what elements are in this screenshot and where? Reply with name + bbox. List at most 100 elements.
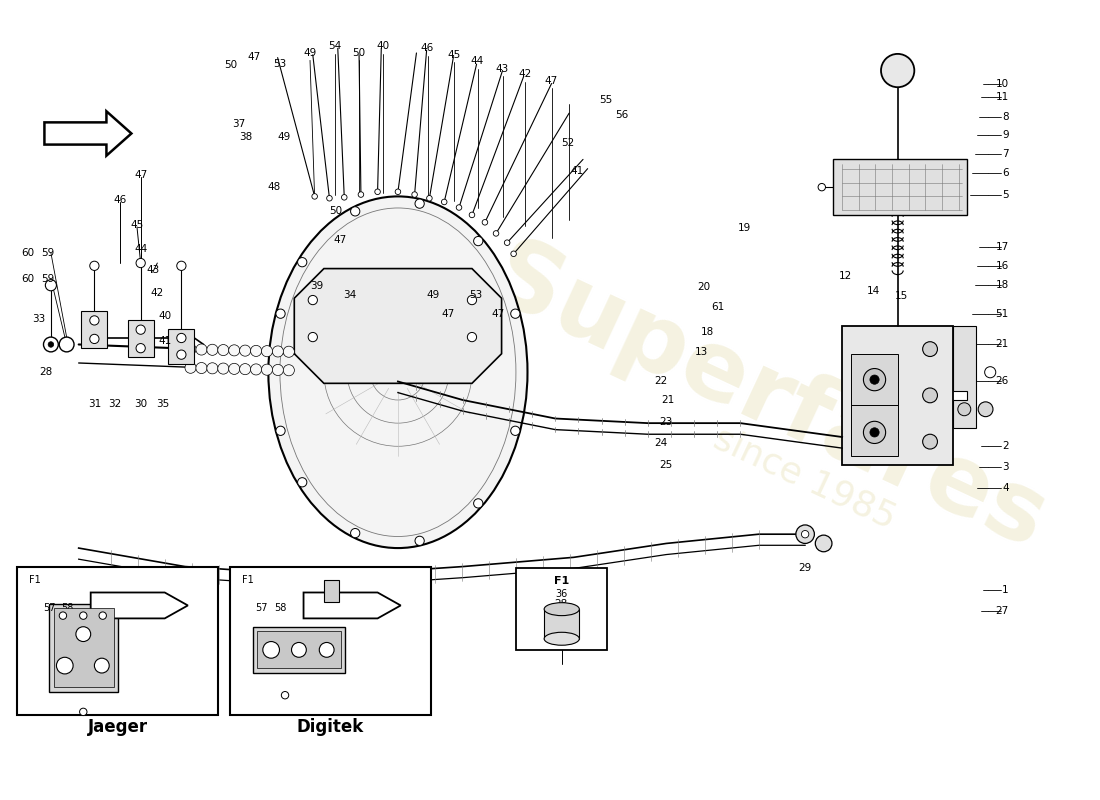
Text: 39: 39 bbox=[310, 281, 323, 291]
Bar bbox=[843, 326, 954, 465]
Circle shape bbox=[262, 346, 273, 357]
Bar bbox=[833, 159, 967, 215]
Text: 58: 58 bbox=[274, 603, 287, 614]
Text: 47: 47 bbox=[248, 52, 261, 62]
Text: 27: 27 bbox=[996, 606, 1009, 616]
Text: 55: 55 bbox=[600, 95, 613, 105]
Circle shape bbox=[359, 192, 364, 198]
Text: 48: 48 bbox=[267, 182, 280, 192]
Circle shape bbox=[218, 345, 229, 356]
Circle shape bbox=[276, 426, 285, 435]
Text: 52: 52 bbox=[562, 138, 575, 148]
Text: 42: 42 bbox=[151, 288, 164, 298]
Polygon shape bbox=[44, 111, 131, 156]
Text: 2: 2 bbox=[1002, 442, 1009, 451]
Circle shape bbox=[470, 212, 475, 218]
Text: 1: 1 bbox=[1002, 585, 1009, 594]
Circle shape bbox=[802, 530, 808, 538]
Circle shape bbox=[76, 626, 90, 642]
Text: 30: 30 bbox=[134, 398, 147, 409]
Circle shape bbox=[298, 478, 307, 487]
Polygon shape bbox=[295, 269, 502, 383]
Text: 43: 43 bbox=[496, 64, 509, 74]
Text: 47: 47 bbox=[492, 309, 505, 319]
Circle shape bbox=[308, 333, 318, 342]
Circle shape bbox=[90, 316, 99, 325]
Circle shape bbox=[298, 258, 307, 267]
Circle shape bbox=[923, 388, 937, 402]
Text: 49: 49 bbox=[277, 132, 290, 142]
Circle shape bbox=[984, 366, 996, 378]
Circle shape bbox=[505, 240, 510, 246]
Text: 41: 41 bbox=[571, 166, 584, 177]
Text: 40: 40 bbox=[158, 310, 172, 321]
Circle shape bbox=[45, 280, 56, 290]
Bar bbox=[81, 311, 108, 348]
Circle shape bbox=[90, 334, 99, 343]
Text: 36: 36 bbox=[556, 590, 568, 599]
Text: 59: 59 bbox=[42, 274, 55, 284]
Text: 47: 47 bbox=[134, 170, 147, 180]
Bar bbox=[257, 631, 341, 668]
Circle shape bbox=[273, 346, 284, 357]
Text: 22: 22 bbox=[654, 377, 668, 386]
Text: 45: 45 bbox=[130, 220, 144, 230]
Circle shape bbox=[510, 309, 520, 318]
Circle shape bbox=[923, 342, 937, 357]
Text: 3: 3 bbox=[1002, 462, 1009, 472]
Bar bbox=[128, 321, 154, 358]
Bar bbox=[168, 329, 195, 364]
Bar bbox=[253, 626, 345, 673]
Circle shape bbox=[276, 309, 285, 318]
Text: 33: 33 bbox=[32, 314, 45, 323]
Circle shape bbox=[351, 529, 360, 538]
Bar bbox=[851, 400, 898, 455]
Circle shape bbox=[308, 295, 318, 305]
Text: 34: 34 bbox=[343, 290, 356, 301]
Text: 4: 4 bbox=[1002, 483, 1009, 493]
Text: 51: 51 bbox=[996, 309, 1009, 319]
Text: 25: 25 bbox=[660, 460, 673, 470]
Circle shape bbox=[456, 205, 462, 210]
Bar bbox=[544, 609, 580, 638]
Text: F1: F1 bbox=[242, 575, 254, 586]
Circle shape bbox=[327, 195, 332, 201]
Text: 7: 7 bbox=[1002, 149, 1009, 159]
Text: 40: 40 bbox=[376, 42, 389, 51]
Text: 35: 35 bbox=[156, 398, 169, 409]
Text: 32: 32 bbox=[108, 398, 121, 409]
Circle shape bbox=[474, 498, 483, 508]
Text: 31: 31 bbox=[88, 398, 101, 409]
Text: 46: 46 bbox=[421, 43, 434, 54]
Text: 13: 13 bbox=[695, 347, 708, 357]
Circle shape bbox=[240, 363, 251, 374]
Circle shape bbox=[351, 206, 360, 216]
Text: 57: 57 bbox=[255, 603, 268, 614]
Circle shape bbox=[263, 642, 279, 658]
Text: 10: 10 bbox=[996, 78, 1009, 89]
Text: 26: 26 bbox=[996, 375, 1009, 386]
Text: 15: 15 bbox=[894, 291, 908, 302]
Text: 11: 11 bbox=[996, 92, 1009, 102]
Text: 29: 29 bbox=[799, 563, 812, 574]
Circle shape bbox=[185, 344, 196, 354]
Circle shape bbox=[59, 612, 67, 619]
Circle shape bbox=[815, 535, 832, 552]
Circle shape bbox=[411, 192, 417, 198]
Circle shape bbox=[90, 261, 99, 270]
Circle shape bbox=[262, 364, 273, 375]
Circle shape bbox=[881, 54, 914, 87]
Polygon shape bbox=[90, 593, 188, 618]
Text: 57: 57 bbox=[43, 603, 55, 614]
Text: 50: 50 bbox=[224, 60, 236, 70]
Circle shape bbox=[284, 365, 295, 376]
Text: 47: 47 bbox=[544, 76, 558, 86]
Circle shape bbox=[474, 237, 483, 246]
Circle shape bbox=[218, 363, 229, 374]
Circle shape bbox=[196, 362, 207, 374]
Text: 37: 37 bbox=[232, 119, 245, 130]
Circle shape bbox=[177, 334, 186, 342]
Circle shape bbox=[229, 363, 240, 374]
Ellipse shape bbox=[544, 632, 580, 646]
Ellipse shape bbox=[544, 602, 580, 616]
